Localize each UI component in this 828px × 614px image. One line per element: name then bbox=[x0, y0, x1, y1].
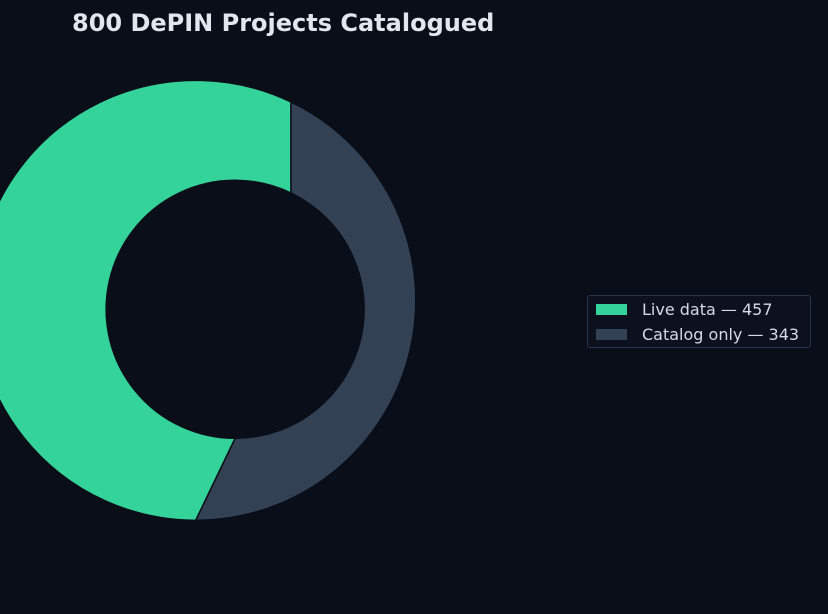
legend: Live data — 457 Catalog only — 343 bbox=[587, 295, 811, 348]
legend-label-catalog-only: Catalog only — 343 bbox=[642, 324, 800, 344]
chart-title: 800 DePIN Projects Catalogued bbox=[72, 9, 495, 37]
legend-label-live-data: Live data — 457 bbox=[642, 299, 773, 319]
legend-swatch-live-data bbox=[596, 303, 627, 315]
pie-slice-catalog-only bbox=[195, 101, 417, 522]
legend-item-catalog-only: Catalog only — 343 bbox=[596, 323, 799, 345]
legend-swatch-catalog-only bbox=[596, 328, 627, 340]
pie-slice-live-data bbox=[0, 79, 292, 522]
legend-item-live-data: Live data — 457 bbox=[596, 298, 773, 320]
